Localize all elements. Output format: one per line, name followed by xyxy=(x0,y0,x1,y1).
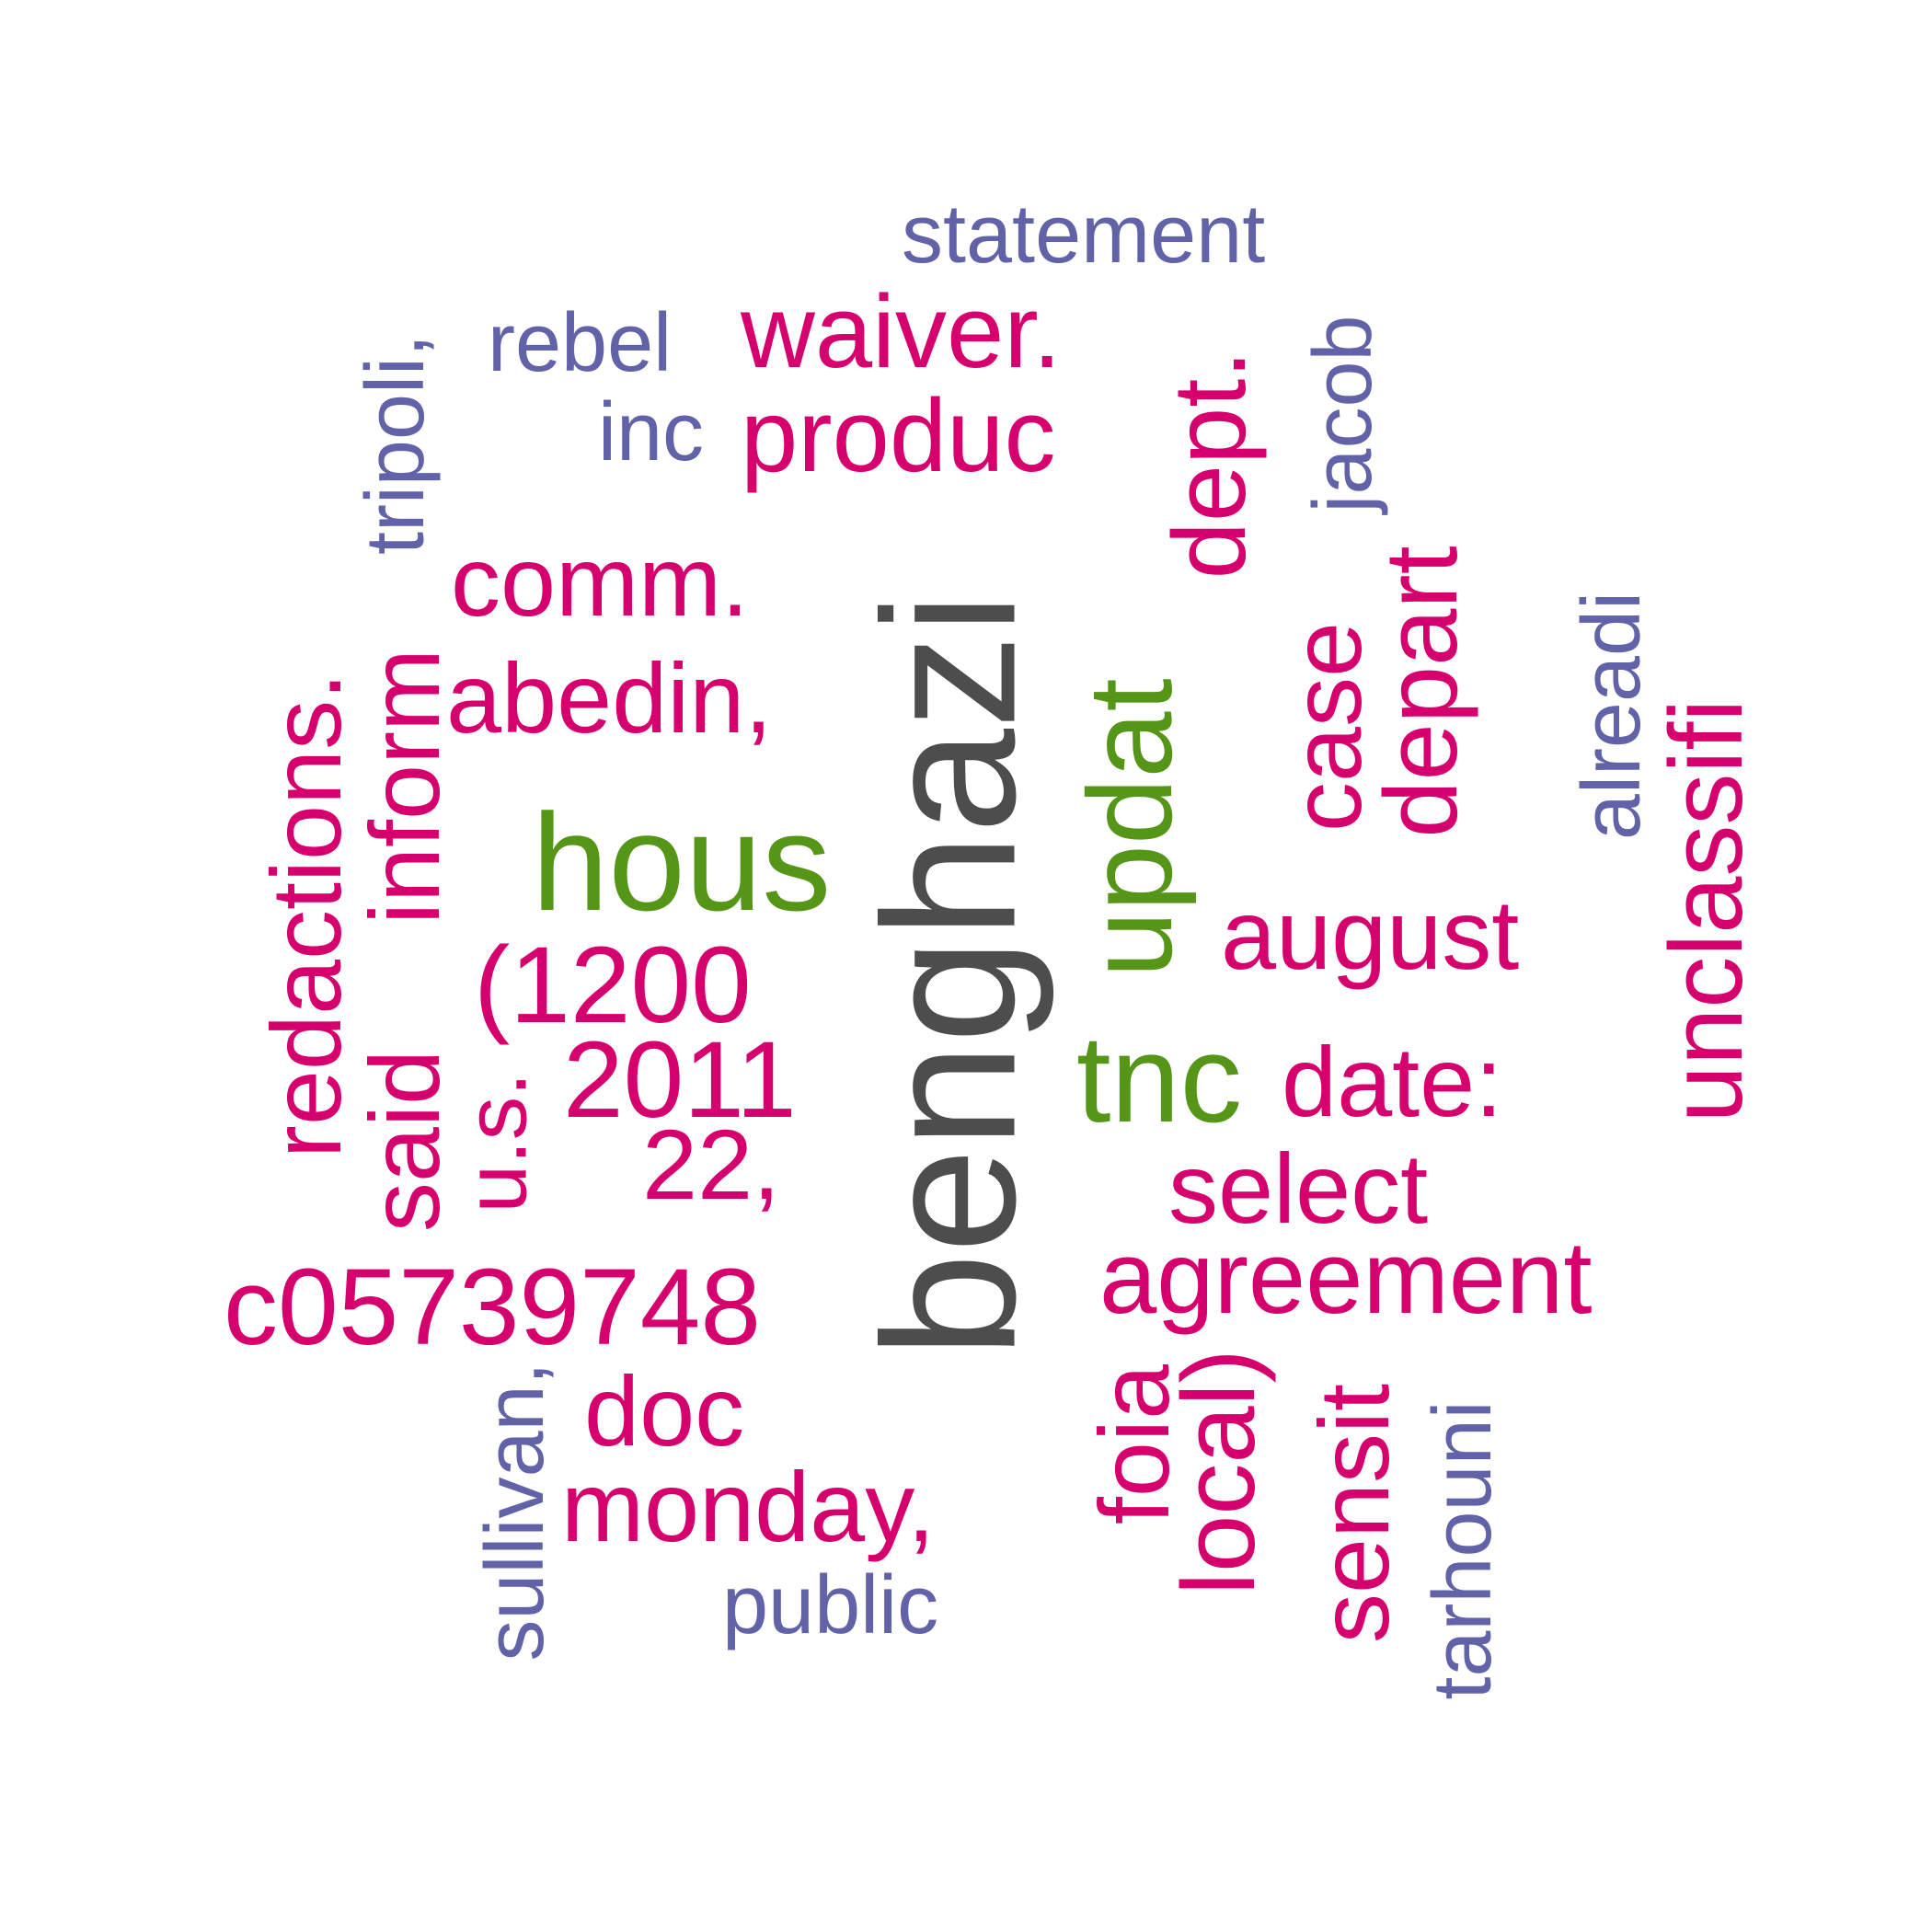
word-waiver: waiver. xyxy=(741,274,1062,389)
word-alreadi: alreadi xyxy=(1566,591,1658,841)
word-agreement: agreement xyxy=(1099,1220,1593,1335)
word-rebel: rebel xyxy=(488,297,673,389)
word-sullivan: sullivan, xyxy=(469,1362,561,1662)
word-inform: inform xyxy=(349,648,460,926)
word-1200: (1200 xyxy=(474,925,752,1046)
word-benghazi: benghazi xyxy=(844,592,1055,1359)
word-statement: statement xyxy=(902,189,1266,281)
word-select: select xyxy=(1168,1133,1429,1244)
word-abedin: abedin, xyxy=(446,642,773,753)
word-comm: comm. xyxy=(451,525,749,637)
word-depart: depart xyxy=(1363,546,1478,838)
word-redactions: redactions. xyxy=(250,672,362,1159)
word-public: public xyxy=(722,1559,939,1651)
word-jacob: jacob xyxy=(1297,315,1389,513)
word-inc: inc xyxy=(598,386,705,478)
word-monday: monday, xyxy=(561,1451,936,1562)
word-tripoli: tripoli, xyxy=(350,333,442,556)
word-dept: dept. xyxy=(1152,350,1267,580)
word-unclassifi: unclassifi xyxy=(1649,698,1764,1123)
word-said: said xyxy=(349,1049,460,1233)
word-august: august xyxy=(1221,879,1520,990)
word-tnc: tnc xyxy=(1076,1009,1243,1148)
word-updat: updat xyxy=(1063,678,1197,978)
word-local: local) xyxy=(1161,1349,1276,1595)
word-date: date: xyxy=(1282,1026,1503,1137)
word-sensit: sensit xyxy=(1298,1383,1409,1644)
word-us: u.s. xyxy=(447,1072,546,1213)
word-tarhouni: tarhouni xyxy=(1417,1400,1509,1700)
word-c05739748: c05739748 xyxy=(224,1247,762,1368)
word-22: 22, xyxy=(642,1109,781,1220)
word-case: case xyxy=(1271,621,1382,833)
word-hous: hous xyxy=(532,785,832,939)
word-doc: doc xyxy=(584,1355,745,1466)
word-2011: 2011 xyxy=(563,1019,797,1141)
word-produc: produc xyxy=(741,378,1056,493)
